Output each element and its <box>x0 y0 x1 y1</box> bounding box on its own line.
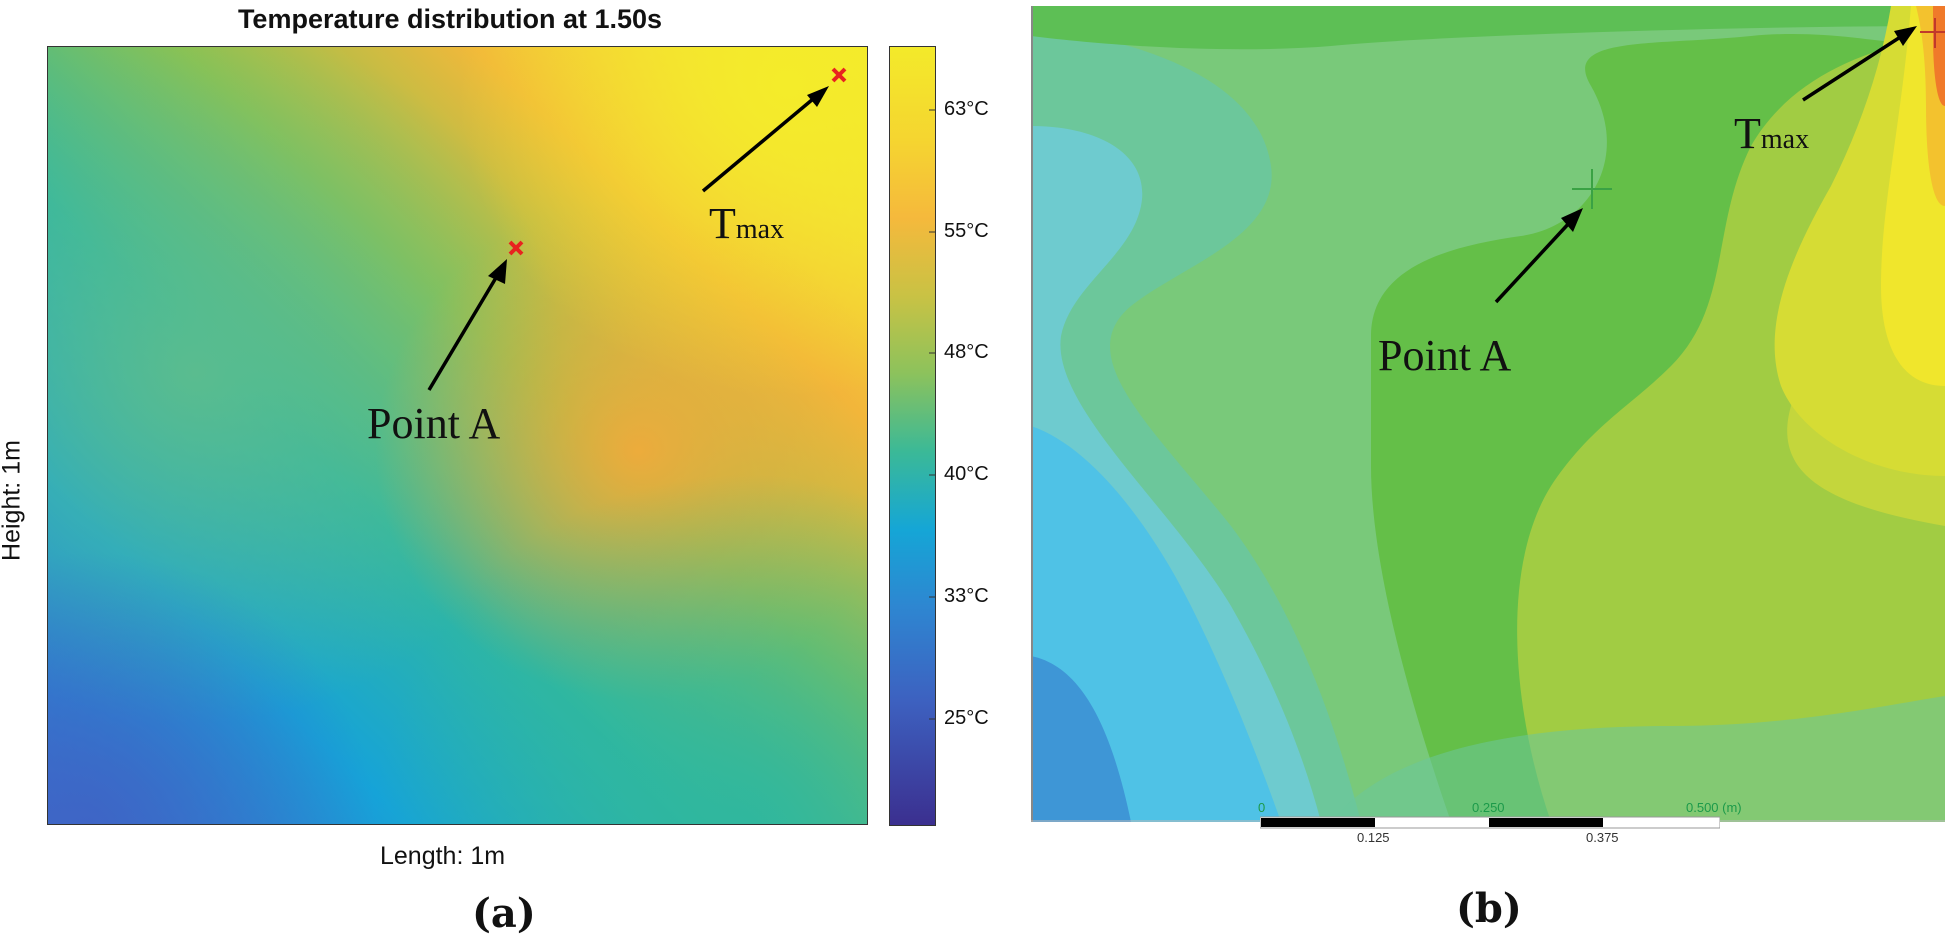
tmax-marker <box>831 67 847 83</box>
scale-label-0: 0 <box>1258 800 1266 815</box>
caption-b: (b) <box>1456 885 1522 932</box>
caption-a: (a) <box>472 890 536 937</box>
colorbar-tick: 33°C <box>944 585 989 607</box>
colorbar <box>889 46 936 826</box>
point-a-crosshair <box>1572 169 1612 209</box>
tmax-label-b: Tmax <box>1734 109 1810 158</box>
point-a-label-a: Point A <box>367 399 501 448</box>
colorbar-tick: 40°C <box>944 463 989 485</box>
tmax-label-a: Tmax <box>709 199 785 248</box>
tmax-crosshair <box>1920 18 1945 48</box>
scale-bar <box>1260 816 1720 829</box>
point-a-marker <box>508 240 524 256</box>
scale-label-0500: 0.500 (m) <box>1686 800 1742 815</box>
scale-label-0250: 0.250 <box>1472 800 1505 815</box>
colorbar-tick: 55°C <box>944 220 989 242</box>
contour-plot-b <box>1031 6 1945 822</box>
scale-label-0125: 0.125 <box>1357 830 1390 845</box>
x-axis-label: Length: 1m <box>380 842 506 870</box>
panel-a-title: Temperature distribution at 1.50s <box>237 4 663 34</box>
y-axis-label: Height: 1m <box>0 440 26 561</box>
heatmap-a <box>47 46 868 825</box>
point-a-label-b: Point A <box>1378 331 1512 380</box>
colorbar-tick: 25°C <box>944 707 989 729</box>
scale-label-0375: 0.375 <box>1586 830 1619 845</box>
colorbar-tick: 63°C <box>944 98 989 120</box>
colorbar-tick: 48°C <box>944 341 989 363</box>
